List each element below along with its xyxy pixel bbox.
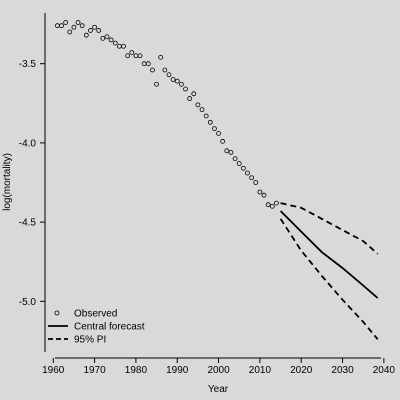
x-tick-label: 2010 (249, 365, 272, 376)
observed-point (265, 202, 271, 208)
observed-point (59, 23, 64, 29)
observed-point (203, 113, 209, 119)
observed-point (269, 203, 275, 209)
observed-point (174, 78, 180, 84)
plot-area (54, 20, 379, 340)
observed-point (274, 200, 279, 206)
x-tick-label: 2000 (207, 365, 230, 376)
x-tick-label: 1960 (42, 365, 65, 376)
x-tick-label: 1970 (83, 365, 106, 376)
prediction-interval-line (280, 202, 379, 255)
observed-point (150, 67, 155, 73)
observed-point (236, 161, 242, 166)
observed-point (104, 34, 110, 40)
legend-label: 95% PI (74, 335, 106, 346)
observed-point (112, 40, 118, 46)
observed-point (137, 53, 143, 59)
y-tick-label: -4.0 (19, 138, 37, 149)
observed-point (240, 165, 246, 171)
observed-point (207, 119, 213, 125)
observed-point (187, 96, 193, 101)
y-axis-label: log(mortality) (2, 153, 13, 211)
observed-point (253, 180, 259, 185)
x-tick-label: 1980 (125, 365, 148, 376)
x-tick-label: 2040 (373, 365, 396, 376)
observed-point (191, 91, 197, 97)
x-tick-label: 2030 (331, 365, 354, 376)
observed-point (100, 35, 106, 41)
observed-point (71, 24, 77, 30)
central-forecast-line (279, 210, 379, 299)
observed-point (96, 28, 102, 33)
x-tick-label: 2020 (290, 365, 313, 376)
observed-point (170, 77, 176, 82)
observed-point (232, 156, 238, 162)
y-tick-label: -3.5 (19, 59, 37, 70)
observed-point (63, 20, 69, 25)
observed-point (141, 61, 147, 67)
y-tick-label: -4.5 (19, 218, 37, 229)
observed-point (108, 37, 114, 43)
observed-point (195, 102, 201, 108)
observed-point (178, 81, 184, 87)
observed-point (92, 24, 97, 30)
observed-point (212, 126, 217, 132)
legend-label: Central forecast (74, 322, 145, 333)
legend-label: Observed (74, 309, 117, 320)
observed-point (133, 53, 139, 59)
observed-point (261, 192, 267, 198)
y-tick-label: -5.0 (19, 297, 37, 308)
observed-point (79, 23, 85, 29)
observed-point (154, 81, 159, 87)
observed-point (199, 107, 205, 113)
observed-point (224, 148, 230, 154)
observed-point (158, 54, 164, 60)
observed-point (75, 20, 81, 25)
observed-point (54, 23, 60, 29)
observed-point (145, 61, 151, 67)
observed-point (257, 189, 263, 195)
observed-point (88, 28, 93, 33)
observed-point (116, 43, 122, 49)
prediction-interval-line (279, 218, 379, 340)
observed-point (67, 29, 73, 35)
observed-point (183, 86, 188, 92)
observed-point (162, 67, 168, 73)
observed-point (249, 175, 255, 181)
observed-point (121, 43, 126, 49)
axes: 1960 1970 1980 1990 2000 2010 2020 2030 2040 -3.5… (19, 13, 396, 376)
x-tick-label: 1990 (166, 365, 189, 376)
observed-point (245, 170, 250, 176)
observed-point (216, 130, 221, 136)
observed-point (83, 32, 89, 38)
legend-observed-marker (54, 310, 60, 316)
observed-point (220, 138, 226, 144)
observed-point (129, 50, 135, 56)
observed-point (125, 53, 131, 59)
legend: Observed Central forecast 95% PI (48, 309, 145, 346)
observed-point (228, 150, 234, 155)
observed-point (166, 72, 172, 78)
x-axis-label: Year (208, 384, 229, 395)
